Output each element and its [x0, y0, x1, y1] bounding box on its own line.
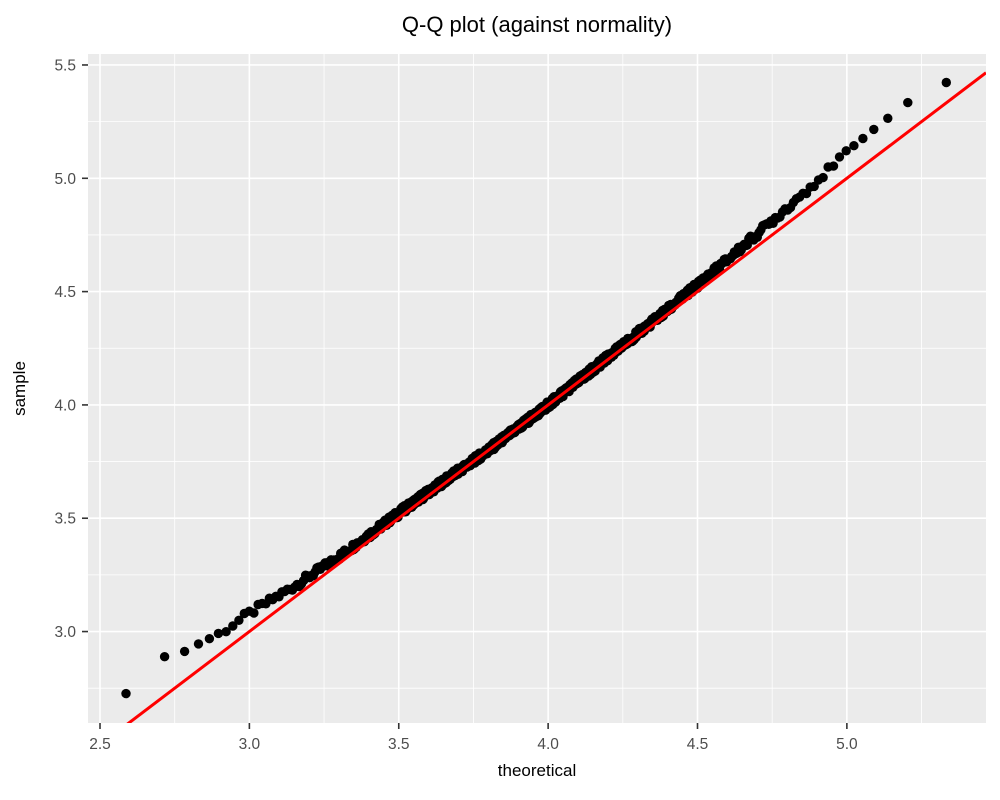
data-point [121, 688, 131, 699]
data-point [818, 172, 828, 183]
y-tick-label: 4.0 [54, 397, 76, 414]
data-point [883, 113, 893, 124]
data-point [193, 639, 204, 649]
data-point [228, 621, 238, 631]
plot-panel [88, 54, 986, 723]
data-point [828, 161, 839, 171]
data-point [204, 634, 215, 644]
y-axis-title: sample [10, 361, 29, 416]
data-point [234, 615, 244, 625]
data-point [179, 646, 190, 657]
data-point [213, 628, 224, 639]
data-point [834, 152, 845, 162]
data-point [159, 652, 170, 662]
y-tick-label: 3.0 [54, 624, 76, 641]
x-tick-label: 4.0 [537, 736, 559, 753]
data-point [858, 133, 868, 144]
y-tick-label: 5.5 [54, 57, 76, 74]
x-tick-label: 4.5 [687, 736, 709, 753]
identity-reference-line [126, 71, 986, 723]
axis-tick-marks [82, 64, 848, 729]
data-point [849, 141, 859, 151]
x-tick-label: 3.5 [388, 736, 410, 753]
x-tick-label: 2.5 [89, 736, 111, 753]
data-point [249, 608, 259, 618]
gridlines-minor [88, 54, 986, 723]
data-point [903, 97, 913, 108]
y-tick-label: 3.5 [54, 511, 76, 528]
data-point [941, 77, 951, 88]
data-point [869, 124, 879, 135]
data-point [221, 627, 231, 637]
x-tick-label: 3.0 [239, 736, 261, 753]
y-tick-label: 4.5 [54, 284, 76, 301]
plot-title: Q-Q plot (against normality) [402, 12, 672, 37]
axis-tick-labels: 2.5 3.0 3.5 4.0 4.5 5.0 3.0 3.5 4.0 4.5 5.0 5.5 [54, 57, 858, 753]
y-tick-label: 5.0 [54, 171, 76, 188]
data-point [841, 146, 851, 156]
x-tick-label: 5.0 [836, 736, 858, 753]
x-axis-title: theoretical [498, 761, 576, 780]
